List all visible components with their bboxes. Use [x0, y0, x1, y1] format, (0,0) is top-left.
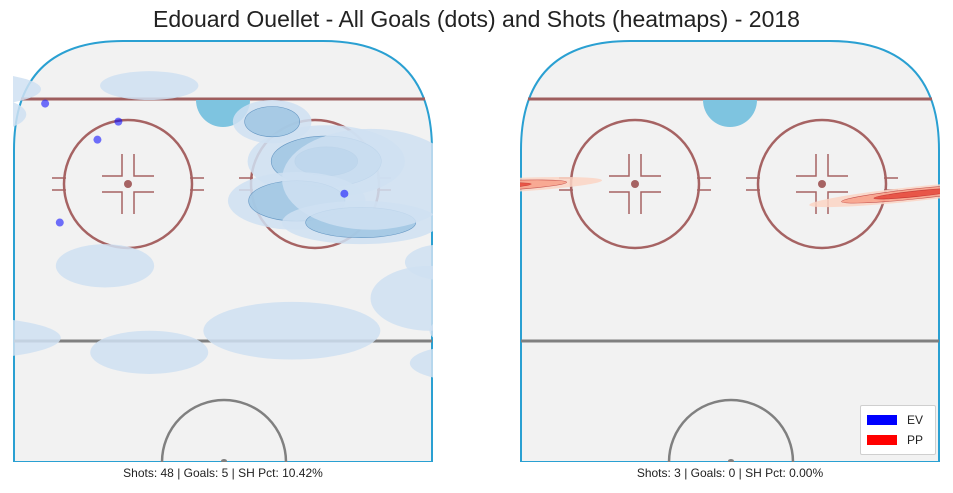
goal-dot: [114, 117, 123, 126]
faceoff-dot-left: [631, 180, 639, 188]
goal-crease: [703, 100, 757, 127]
legend-label-ev: EV: [907, 413, 924, 427]
shot-density-blob: [55, 244, 155, 288]
shot-heatmap: [13, 71, 433, 378]
shot-density-blob: [13, 102, 27, 127]
legend-swatch-ev: [867, 415, 897, 425]
legend-label-pp: PP: [907, 433, 924, 447]
chart-title: Edouard Ouellet - All Goals (dots) and S…: [153, 6, 800, 32]
shot-density-blob: [404, 244, 433, 280]
legend-item-pp: PP: [867, 430, 929, 450]
rink-boards: [520, 40, 940, 462]
rink-left-panel: [13, 40, 433, 462]
center-dot: [728, 459, 734, 462]
legend-swatch-pp: [867, 435, 897, 445]
shot-density-blob: [520, 182, 532, 191]
goal-dot: [41, 99, 50, 108]
goal-dot: [93, 135, 102, 144]
shot-heatmap: [520, 177, 940, 208]
goal-dot: [340, 189, 349, 198]
left-panel-caption: Shots: 48 | Goals: 5 | SH Pct: 10.42%: [123, 466, 323, 480]
faceoff-circle-right: [756, 118, 888, 250]
shot-density-blob: [13, 76, 42, 103]
faceoff-hashmarks-left: [52, 154, 204, 214]
legend-item-ev: EV: [867, 410, 929, 430]
shot-density-blob: [13, 319, 61, 356]
rink-right-panel: [520, 40, 940, 462]
right-panel-caption: Shots: 3 | Goals: 0 | SH Pct: 0.00%: [636, 466, 824, 480]
rink-markings: [520, 40, 940, 462]
faceoff-dot-left: [124, 180, 132, 188]
shot-density-blob: [370, 265, 433, 331]
faceoff-dot-right: [818, 180, 826, 188]
shot-density-blob: [409, 348, 433, 378]
shot-density-blob: [873, 188, 940, 200]
center-circle: [667, 398, 795, 462]
legend: EV PP: [860, 405, 936, 455]
center-circle: [160, 398, 288, 462]
shot-density-blob: [282, 128, 433, 230]
shot-density-blob: [100, 71, 199, 100]
shot-density-blob: [203, 301, 381, 360]
goal-dot: [55, 218, 64, 227]
shot-density-blob: [429, 323, 433, 338]
shot-density-blob: [244, 106, 301, 138]
shot-density-blob: [90, 330, 209, 374]
goal-dots: [41, 99, 349, 227]
center-dot: [221, 459, 227, 462]
